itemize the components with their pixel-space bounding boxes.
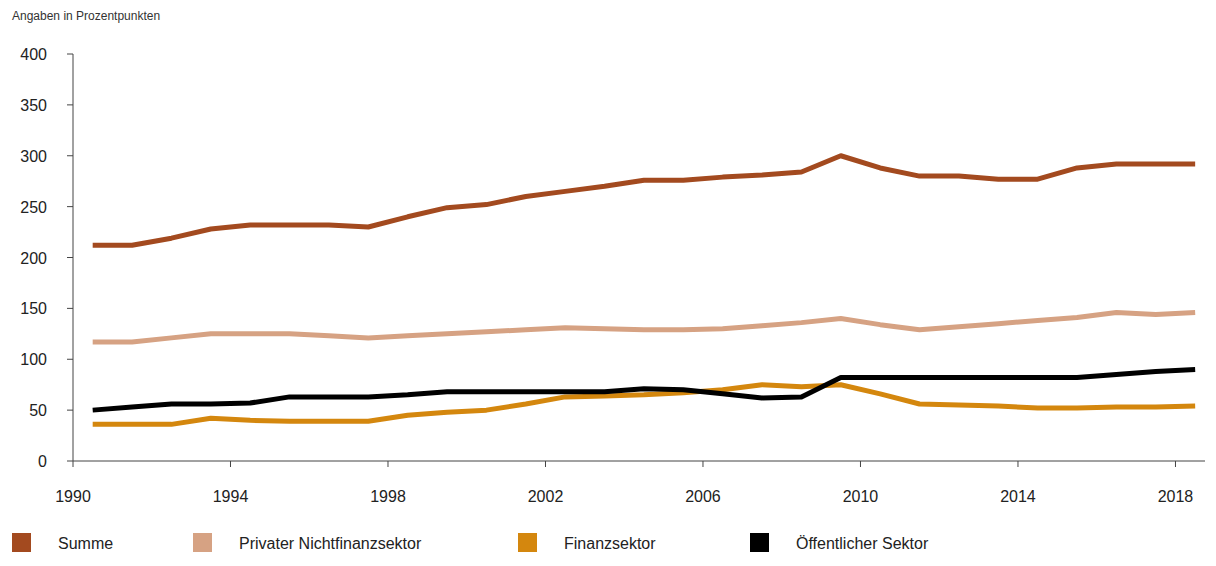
- x-axis-line: [73, 461, 1205, 462]
- x-tick: [1175, 461, 1176, 467]
- y-tick: [67, 410, 73, 411]
- x-tick-label: 1994: [213, 488, 249, 505]
- x-tick: [230, 461, 231, 467]
- y-tick-label: 350: [20, 97, 47, 114]
- y-tick: [67, 104, 73, 105]
- series-line: [93, 369, 1195, 410]
- y-tick-label: 50: [29, 402, 47, 419]
- y-tick-label: 300: [20, 148, 47, 165]
- legend-swatch: [750, 533, 769, 552]
- x-tick-label: 1990: [55, 488, 91, 505]
- x-tick: [702, 461, 703, 467]
- series-line: [93, 156, 1195, 246]
- legend-label: Öffentlicher Sektor: [796, 535, 929, 552]
- y-tick: [67, 54, 73, 55]
- y-tick: [67, 308, 73, 309]
- x-tick-label: 2018: [1158, 488, 1194, 505]
- series-line: [93, 312, 1195, 342]
- y-tick: [67, 206, 73, 207]
- y-tick: [67, 155, 73, 156]
- x-tick-label: 1998: [370, 488, 406, 505]
- x-tick-label: 2014: [1000, 488, 1036, 505]
- legend-swatch: [12, 533, 31, 552]
- x-tick: [545, 461, 546, 467]
- y-tick-label: 0: [38, 453, 47, 470]
- x-tick-label: 2010: [843, 488, 879, 505]
- x-tick-label: 2002: [528, 488, 564, 505]
- chart: Angaben in Prozentpunkten 0 50 100 150 200 250…: [0, 0, 1216, 566]
- y-tick: [67, 257, 73, 258]
- legend-label: Summe: [58, 535, 113, 552]
- x-tick: [387, 461, 388, 467]
- x-tick-label: 2006: [685, 488, 721, 505]
- legend-swatch: [518, 533, 537, 552]
- y-tick: [67, 461, 73, 462]
- legend-swatch: [193, 533, 212, 552]
- plot-area: [93, 156, 1195, 425]
- legend-label: Finanzsektor: [564, 535, 656, 552]
- y-tick-label: 250: [20, 199, 47, 216]
- legend-label: Privater Nichtfinanzsektor: [239, 535, 422, 552]
- x-tick: [73, 461, 74, 467]
- y-tick: [67, 359, 73, 360]
- x-tick: [1017, 461, 1018, 467]
- y-tick-label: 150: [20, 300, 47, 317]
- y-axis-label: Angaben in Prozentpunkten: [12, 9, 160, 23]
- y-tick-label: 100: [20, 351, 47, 368]
- y-tick-label: 200: [20, 250, 47, 267]
- x-tick: [860, 461, 861, 467]
- y-tick-label: 400: [20, 46, 47, 63]
